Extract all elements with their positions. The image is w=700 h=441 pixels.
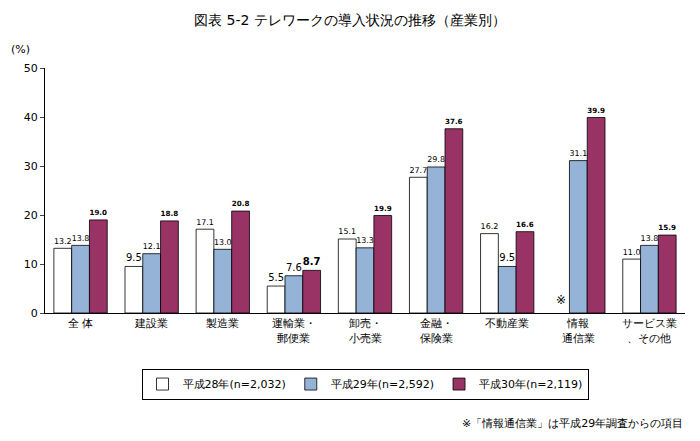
svg-text:(%): (%) [11,43,30,56]
svg-text:40: 40 [24,111,38,124]
svg-text:5.5: 5.5 [268,272,284,283]
svg-text:27.7: 27.7 [409,166,427,175]
svg-text:20: 20 [24,209,38,222]
svg-text:17.1: 17.1 [196,218,214,227]
svg-text:全 体: 全 体 [68,317,94,330]
svg-text:16.6: 16.6 [516,220,534,229]
svg-text:12.1: 12.1 [143,242,161,251]
svg-text:金融・保険業: 金融・保険業 [420,317,453,344]
svg-text:37.6: 37.6 [445,117,463,126]
svg-text:7.6: 7.6 [286,262,302,273]
svg-text:19.0: 19.0 [89,208,107,217]
svg-text:19.9: 19.9 [374,204,392,213]
svg-text:※「情報通信業」は平成29年調査からの項目: ※「情報通信業」は平成29年調査からの項目 [462,417,683,430]
svg-text:製造業: 製造業 [206,317,239,330]
svg-text:0: 0 [31,307,38,320]
svg-text:29.8: 29.8 [427,155,445,164]
svg-text:不動産業: 不動産業 [485,317,529,330]
svg-text:平成28年(n=2,032): 平成28年(n=2,032) [183,378,286,391]
svg-text:9.5: 9.5 [499,252,515,263]
svg-text:13.8: 13.8 [72,234,90,243]
svg-text:13.2: 13.2 [54,237,72,246]
svg-text:39.9: 39.9 [587,106,605,115]
svg-text:16.2: 16.2 [481,222,499,231]
svg-text:平成29年(n=2,592): 平成29年(n=2,592) [331,378,434,391]
svg-text:※: ※ [556,293,566,307]
svg-text:建設業: 建設業 [134,317,168,330]
svg-text:20.8: 20.8 [232,199,250,208]
svg-text:30: 30 [24,160,38,173]
svg-text:31.1: 31.1 [569,149,587,158]
svg-text:情報通信業: 情報通信業 [562,317,595,344]
svg-text:18.8: 18.8 [161,209,179,218]
svg-text:平成30年(n=2,119): 平成30年(n=2,119) [479,378,582,391]
svg-text:サービス業、その他: サービス業、その他 [622,317,677,344]
svg-text:15.9: 15.9 [658,223,676,232]
svg-text:13.0: 13.0 [214,238,232,247]
svg-text:50: 50 [24,62,38,75]
svg-text:卸売・小売業: 卸売・小売業 [349,317,382,344]
svg-text:13.8: 13.8 [641,234,659,243]
svg-text:8.7: 8.7 [303,256,321,267]
svg-text:15.1: 15.1 [338,227,356,236]
svg-text:図表 5-2 テレワークの導入状況の推移（産業別）: 図表 5-2 テレワークの導入状況の推移（産業別） [194,12,506,28]
svg-text:9.5: 9.5 [126,252,142,263]
svg-text:13.3: 13.3 [356,236,374,245]
svg-text:運輸業・郵便業: 運輸業・郵便業 [272,317,316,344]
svg-text:10: 10 [24,258,38,271]
svg-text:11.0: 11.0 [623,248,641,257]
